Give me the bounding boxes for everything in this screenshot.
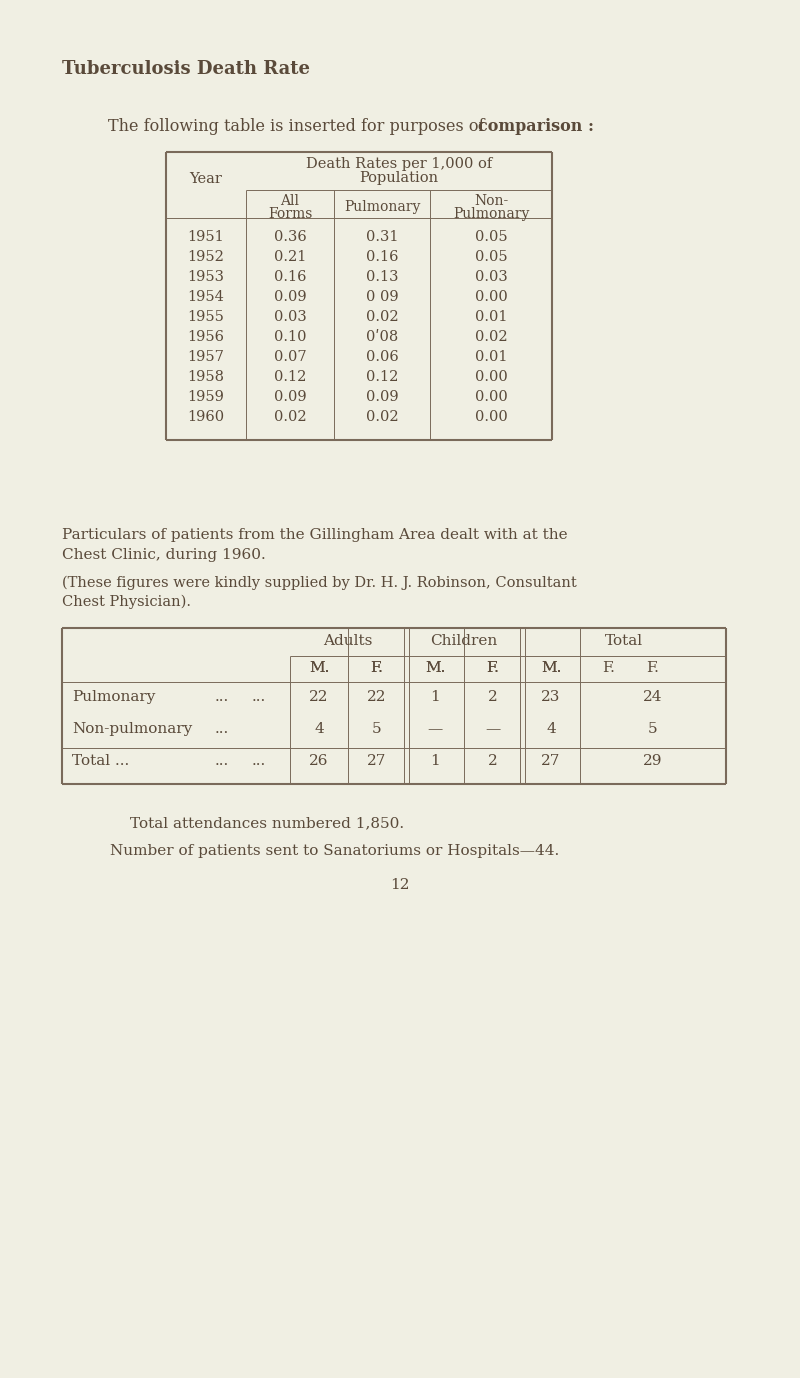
Text: Total ...: Total ... xyxy=(72,754,130,768)
Text: 29: 29 xyxy=(643,754,662,768)
Text: Non-: Non- xyxy=(474,194,508,208)
Text: Total: Total xyxy=(605,634,643,648)
Text: 0.12: 0.12 xyxy=(274,371,306,384)
Text: Particulars of patients from the Gillingham Area dealt with at the: Particulars of patients from the Gilling… xyxy=(62,528,568,542)
Text: Population: Population xyxy=(359,171,438,185)
Text: M.: M. xyxy=(425,661,445,675)
Text: The following table is inserted for purposes of: The following table is inserted for purp… xyxy=(108,119,490,135)
Text: 0.31: 0.31 xyxy=(366,230,398,244)
Text: ...: ... xyxy=(215,690,229,704)
Text: Adults: Adults xyxy=(323,634,373,648)
Text: F.: F. xyxy=(646,661,659,675)
Text: 1958: 1958 xyxy=(187,371,225,384)
Text: 0.00: 0.00 xyxy=(474,390,507,404)
Text: 0.03: 0.03 xyxy=(474,270,507,284)
Text: ...: ... xyxy=(215,722,229,736)
Text: 1954: 1954 xyxy=(187,289,225,305)
Text: 0.02: 0.02 xyxy=(474,329,507,344)
Text: 0.01: 0.01 xyxy=(474,310,507,324)
Text: M.: M. xyxy=(541,661,561,675)
Text: —: — xyxy=(427,722,442,736)
Text: 0.06: 0.06 xyxy=(366,350,398,364)
Text: Total attendances numbered 1,850.: Total attendances numbered 1,850. xyxy=(130,816,404,830)
Text: ...: ... xyxy=(252,754,266,768)
Text: 0.21: 0.21 xyxy=(274,249,306,265)
Text: 27: 27 xyxy=(367,754,386,768)
Text: 1952: 1952 xyxy=(187,249,225,265)
Text: 0.00: 0.00 xyxy=(474,289,507,305)
Text: 1955: 1955 xyxy=(187,310,225,324)
Text: 1953: 1953 xyxy=(187,270,225,284)
Text: 27: 27 xyxy=(542,754,561,768)
Text: 0.10: 0.10 xyxy=(274,329,306,344)
Text: 24: 24 xyxy=(643,690,662,704)
Text: 1951: 1951 xyxy=(188,230,224,244)
Text: M.: M. xyxy=(425,661,445,675)
Text: 0.01: 0.01 xyxy=(474,350,507,364)
Text: 12: 12 xyxy=(390,878,410,892)
Text: Pulmonary: Pulmonary xyxy=(72,690,155,704)
Text: 0.05: 0.05 xyxy=(474,230,507,244)
Text: ...: ... xyxy=(252,690,266,704)
Text: 0.16: 0.16 xyxy=(274,270,306,284)
Text: 0.02: 0.02 xyxy=(366,411,398,424)
Text: 0.36: 0.36 xyxy=(274,230,306,244)
Text: F.: F. xyxy=(370,661,383,675)
Text: 1960: 1960 xyxy=(187,411,225,424)
Text: 0.09: 0.09 xyxy=(274,390,306,404)
Text: F.: F. xyxy=(370,661,383,675)
Text: F.: F. xyxy=(602,661,615,675)
Text: 4: 4 xyxy=(546,722,556,736)
Text: —: — xyxy=(486,722,501,736)
Text: All: All xyxy=(281,194,299,208)
Text: Year: Year xyxy=(190,172,222,186)
Text: Pulmonary: Pulmonary xyxy=(344,200,420,214)
Text: 0.07: 0.07 xyxy=(274,350,306,364)
Text: Non-pulmonary: Non-pulmonary xyxy=(72,722,192,736)
Text: 22: 22 xyxy=(367,690,386,704)
Text: 5: 5 xyxy=(372,722,382,736)
Text: 5: 5 xyxy=(648,722,658,736)
Text: 1: 1 xyxy=(430,754,440,768)
Text: 1: 1 xyxy=(430,690,440,704)
Text: 0.09: 0.09 xyxy=(274,289,306,305)
Text: 0.13: 0.13 xyxy=(366,270,398,284)
Text: M.: M. xyxy=(309,661,329,675)
Text: 0.00: 0.00 xyxy=(474,371,507,384)
Text: 0.00: 0.00 xyxy=(474,411,507,424)
Text: 0.09: 0.09 xyxy=(366,390,398,404)
Text: 2: 2 xyxy=(488,754,498,768)
Text: ...: ... xyxy=(215,754,229,768)
Text: 22: 22 xyxy=(310,690,329,704)
Text: Children: Children xyxy=(430,634,498,648)
Text: 2: 2 xyxy=(488,690,498,704)
Text: 4: 4 xyxy=(314,722,324,736)
Text: 0.16: 0.16 xyxy=(366,249,398,265)
Text: 1956: 1956 xyxy=(187,329,225,344)
Text: 0 09: 0 09 xyxy=(366,289,398,305)
Text: 0.12: 0.12 xyxy=(366,371,398,384)
Text: 1959: 1959 xyxy=(187,390,225,404)
Text: Number of patients sent to Sanatoriums or Hospitals—44.: Number of patients sent to Sanatoriums o… xyxy=(110,843,559,858)
Text: (These figures were kindly supplied by Dr. H. J. Robinson, Consultant: (These figures were kindly supplied by D… xyxy=(62,576,577,590)
Text: 23: 23 xyxy=(542,690,561,704)
Text: M.: M. xyxy=(309,661,329,675)
Text: F.: F. xyxy=(486,661,499,675)
Text: 0.03: 0.03 xyxy=(274,310,306,324)
Text: comparison :: comparison : xyxy=(478,119,594,135)
Text: 0.02: 0.02 xyxy=(366,310,398,324)
Text: 0.02: 0.02 xyxy=(274,411,306,424)
Text: 0.05: 0.05 xyxy=(474,249,507,265)
Text: 1957: 1957 xyxy=(187,350,225,364)
Text: 26: 26 xyxy=(310,754,329,768)
Text: Chest Physician).: Chest Physician). xyxy=(62,595,191,609)
Text: F.: F. xyxy=(486,661,499,675)
Text: Forms: Forms xyxy=(268,207,312,220)
Text: Death Rates per 1,000 of: Death Rates per 1,000 of xyxy=(306,157,492,171)
Text: 0ʹ08: 0ʹ08 xyxy=(366,329,398,344)
Text: Chest Clinic, during 1960.: Chest Clinic, during 1960. xyxy=(62,548,266,562)
Text: Pulmonary: Pulmonary xyxy=(453,207,529,220)
Text: Tuberculosis Death Rate: Tuberculosis Death Rate xyxy=(62,61,310,79)
Text: M.: M. xyxy=(541,661,561,675)
